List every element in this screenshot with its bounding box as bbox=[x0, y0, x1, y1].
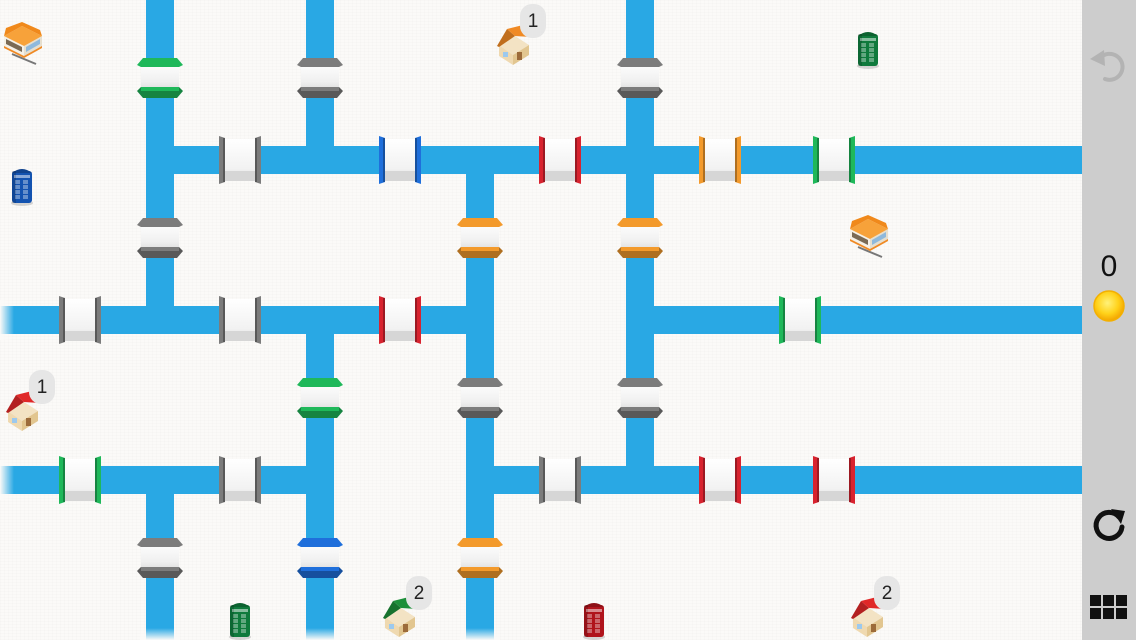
gate-gray[interactable] bbox=[219, 296, 261, 344]
coin-icon bbox=[1093, 290, 1125, 322]
house-count-text: 1 bbox=[528, 11, 539, 32]
phone-booth-blue bbox=[11, 169, 33, 206]
road-network: 1 1 2 2 bbox=[0, 0, 1082, 640]
gate-green[interactable] bbox=[779, 296, 821, 344]
house-count-badge: 1 bbox=[29, 370, 55, 404]
gate-gray[interactable] bbox=[219, 456, 261, 504]
grid-menu-icon bbox=[1090, 595, 1127, 619]
gate-gray[interactable] bbox=[617, 378, 663, 418]
coin-indicator bbox=[1082, 288, 1136, 324]
coin-count: 0 bbox=[1100, 250, 1118, 283]
undo-icon bbox=[1090, 50, 1125, 82]
house-count-text: 2 bbox=[414, 583, 425, 604]
gate-gray[interactable] bbox=[219, 136, 261, 184]
gate-green[interactable] bbox=[297, 378, 343, 418]
house-count-badge: 1 bbox=[520, 4, 546, 38]
gate-orange[interactable] bbox=[457, 538, 503, 578]
game-board[interactable]: 1 1 2 2 bbox=[0, 0, 1082, 640]
road-h-row2-right bbox=[626, 306, 1082, 334]
bus-right bbox=[850, 215, 888, 258]
gate-red[interactable] bbox=[539, 136, 581, 184]
sidebar: 0 bbox=[1082, 0, 1136, 640]
restart-button[interactable] bbox=[1082, 500, 1136, 546]
gate-blue[interactable] bbox=[379, 136, 421, 184]
gate-green[interactable] bbox=[137, 58, 183, 98]
gate-gray[interactable] bbox=[137, 538, 183, 578]
gate-red[interactable] bbox=[699, 456, 741, 504]
level-menu-button[interactable] bbox=[1082, 588, 1136, 628]
gate-blue[interactable] bbox=[297, 538, 343, 578]
gate-gray[interactable] bbox=[457, 378, 503, 418]
restart-icon bbox=[1093, 509, 1125, 541]
house-count-badge: 2 bbox=[406, 576, 432, 610]
gate-green[interactable] bbox=[813, 136, 855, 184]
road-h-row1 bbox=[146, 146, 1082, 174]
house-count-text: 1 bbox=[37, 377, 48, 398]
gate-gray[interactable] bbox=[297, 58, 343, 98]
road-v-col1-top bbox=[146, 0, 174, 334]
gate-orange[interactable] bbox=[699, 136, 741, 184]
map-items: 1 1 2 2 bbox=[4, 4, 900, 640]
undo-button[interactable] bbox=[1082, 40, 1136, 88]
house-count-text: 2 bbox=[882, 583, 893, 604]
gate-red[interactable] bbox=[379, 296, 421, 344]
gate-gray[interactable] bbox=[539, 456, 581, 504]
bus-top-left bbox=[4, 22, 42, 65]
phone-booth-green bbox=[857, 32, 879, 69]
gate-gray[interactable] bbox=[617, 58, 663, 98]
gate-gray[interactable] bbox=[137, 218, 183, 258]
gates[interactable] bbox=[59, 58, 855, 578]
gate-gray[interactable] bbox=[59, 296, 101, 344]
gate-red[interactable] bbox=[813, 456, 855, 504]
gate-green[interactable] bbox=[59, 456, 101, 504]
gate-orange[interactable] bbox=[617, 218, 663, 258]
phone-booth-red bbox=[583, 603, 605, 640]
house-count-badge: 2 bbox=[874, 576, 900, 610]
road-v-col2-bottom bbox=[306, 306, 334, 640]
gate-orange[interactable] bbox=[457, 218, 503, 258]
phone-booth-green bbox=[229, 603, 251, 640]
